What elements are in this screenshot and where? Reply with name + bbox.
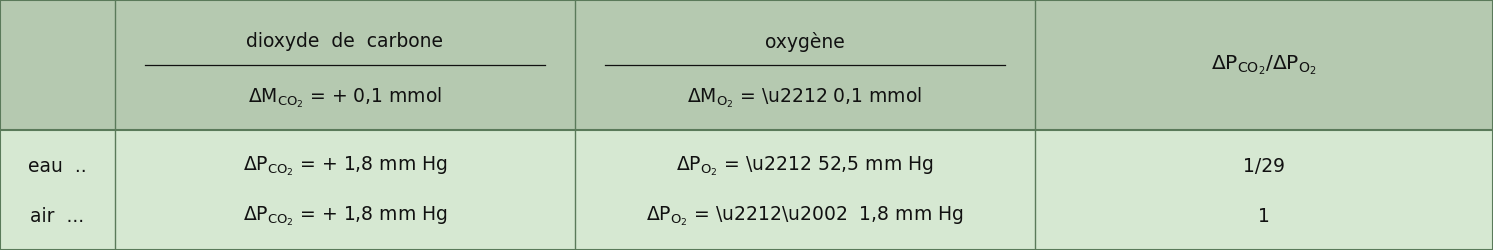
Bar [0,130,1493,250]
Text: 1: 1 [1259,207,1269,226]
Text: $\Delta$M$_{\sf O_2}$ = \u2212 0,1 mmol: $\Delta$M$_{\sf O_2}$ = \u2212 0,1 mmol [687,85,923,110]
Text: $\Delta$M$_{\sf CO_2}$ = + 0,1 mmol: $\Delta$M$_{\sf CO_2}$ = + 0,1 mmol [248,85,442,110]
Text: $\Delta$P$_{\sf O_2}$ = \u2212\u2002  1,8 mm Hg: $\Delta$P$_{\sf O_2}$ = \u2212\u2002 1,8… [646,204,963,228]
Text: eau  ..: eau .. [28,156,87,176]
Text: oxygène: oxygène [764,32,845,52]
Bar [0,0,1493,130]
Text: $\Delta$P$_{\sf O_2}$ = \u2212 52,5 mm Hg: $\Delta$P$_{\sf O_2}$ = \u2212 52,5 mm H… [676,154,933,178]
Text: dioxyde  de  carbone: dioxyde de carbone [246,32,443,51]
Text: $\Delta$P$_{\sf CO_2}$ = + 1,8 mm Hg: $\Delta$P$_{\sf CO_2}$ = + 1,8 mm Hg [243,204,446,228]
Text: air  ...: air ... [30,207,85,226]
Text: $\Delta$P$_{\sf CO_2}$/$\Delta$P$_{\sf O_2}$: $\Delta$P$_{\sf CO_2}$/$\Delta$P$_{\sf O… [1211,53,1317,77]
Text: 1/29: 1/29 [1242,156,1285,176]
Text: $\Delta$P$_{\sf CO_2}$ = + 1,8 mm Hg: $\Delta$P$_{\sf CO_2}$ = + 1,8 mm Hg [243,154,446,178]
